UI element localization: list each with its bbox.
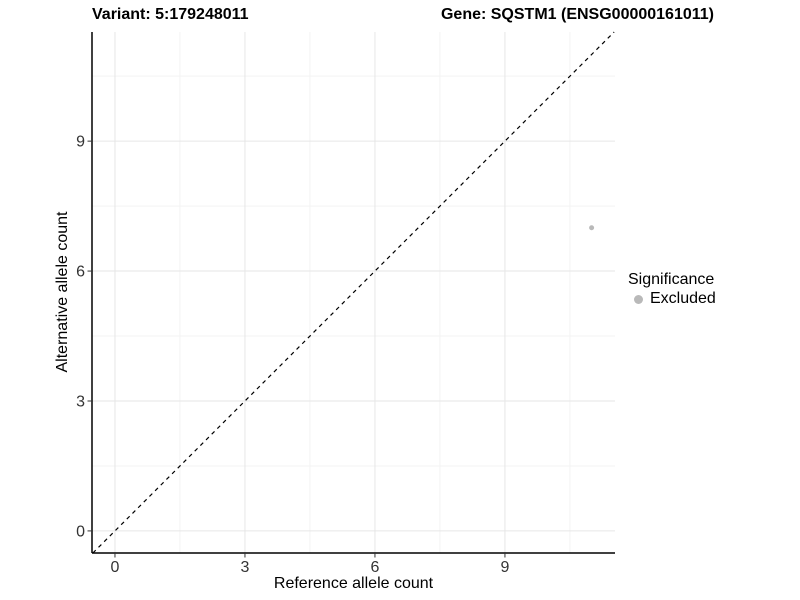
y-axis-label: Alternative allele count xyxy=(54,211,71,373)
y-tick-label: 3 xyxy=(76,393,85,410)
excluded-circle-icon xyxy=(634,294,643,304)
x-axis-label: Reference allele count xyxy=(273,575,434,592)
variant-title: Variant: 5:179248011 xyxy=(92,6,249,23)
legend-item-excluded: Excluded xyxy=(634,290,716,308)
x-tick-label: 3 xyxy=(241,559,250,576)
y-tick-label: 6 xyxy=(76,264,85,281)
legend-item-label: Excluded xyxy=(650,290,716,307)
data-point xyxy=(589,225,595,231)
gene-title: Gene: SQSTM1 (ENSG00000161011) xyxy=(440,6,714,23)
legend: Significance Excluded xyxy=(628,271,716,308)
x-tick-label: 6 xyxy=(370,559,379,576)
legend-title: Significance xyxy=(628,271,715,288)
identity-line xyxy=(92,31,615,554)
plot-title: Variant: 5:179248011 Gene: SQSTM1 (ENSG0… xyxy=(92,6,714,24)
x-tick-label: 9 xyxy=(500,559,509,576)
y-tick-label: 0 xyxy=(76,523,85,540)
y-tick-label: 9 xyxy=(76,134,85,151)
x-tick-label: 0 xyxy=(111,559,120,576)
